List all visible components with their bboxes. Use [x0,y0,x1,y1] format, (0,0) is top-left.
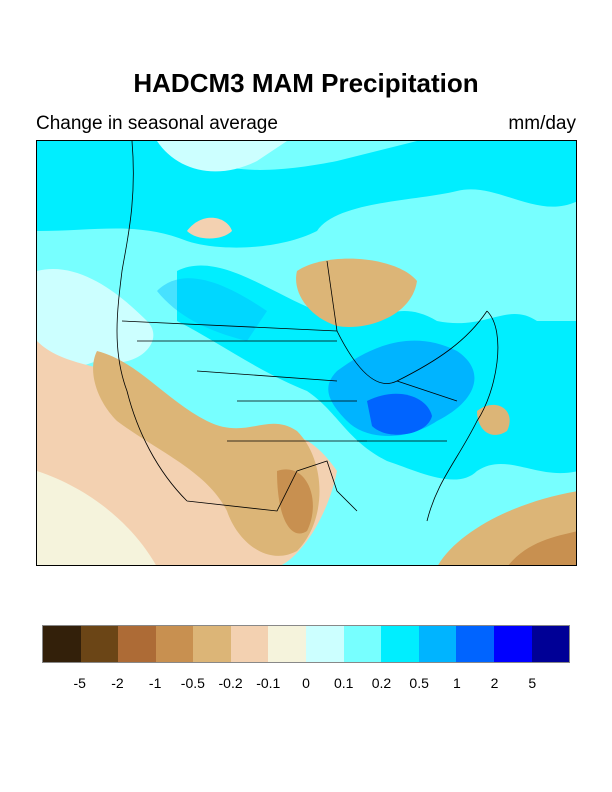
subtitle-left: Change in seasonal average [36,113,278,134]
colorbar-tick-label: 0.2 [371,675,392,691]
colorbar-swatch [268,626,307,662]
colorbar-swatch [80,626,119,662]
colorbar-tick-label: -2 [111,675,124,691]
precipitation-change-map [36,140,577,566]
colorbar-swatch [193,626,231,662]
colorbar-swatch [155,626,194,662]
colorbar-tick-label: 0.5 [409,675,429,691]
colorbar-tick-label: -0.2 [218,675,243,691]
colorbar-swatch [306,626,344,662]
colorbar-swatch [531,626,570,662]
colorbar-tick-label: -1 [148,675,162,691]
colorbar-swatch [43,626,81,662]
colorbar-swatch [343,626,382,662]
colorbar-swatch [381,626,419,662]
colorbar-swatch [418,626,457,662]
colorbar-swatch [493,626,532,662]
colorbar-swatch [230,626,269,662]
colorbar-swatch [456,626,494,662]
colorbar [42,625,570,663]
colorbar-tick-label: 0 [302,675,310,691]
plot-title: HADCM3 MAM Precipitation [133,68,479,98]
colorbar-tick-label: -5 [73,675,86,691]
colorbar-tick-label: 2 [490,675,499,691]
units-label: mm/day [508,113,576,134]
colorbar-tick-label: 0.1 [333,675,354,691]
colorbar-tick-label: -0.1 [256,675,281,691]
colorbar-swatch [118,626,156,662]
colorbar-tick-label: 5 [528,675,537,691]
colorbar-tick-label: 1 [452,675,461,691]
colorbar-tick-label: -0.5 [180,675,205,691]
